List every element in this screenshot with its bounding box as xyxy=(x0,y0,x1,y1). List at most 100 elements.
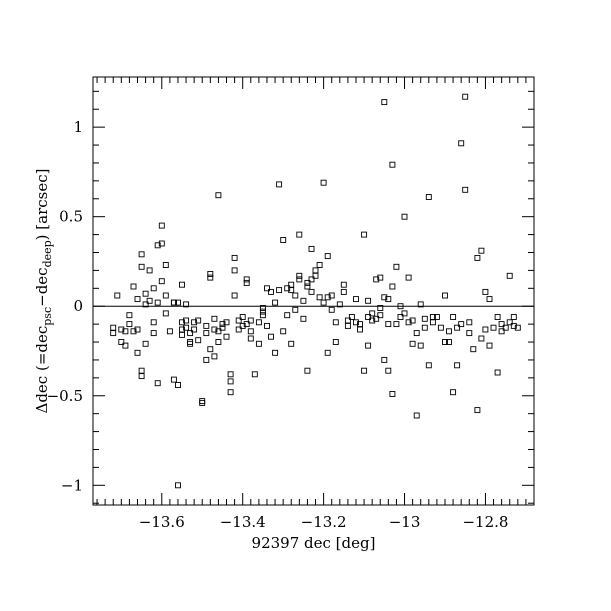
data-point xyxy=(231,254,238,261)
data-point xyxy=(223,333,230,340)
data-point xyxy=(231,292,238,299)
data-point xyxy=(276,181,283,188)
data-point xyxy=(361,231,368,238)
data-point xyxy=(195,317,202,324)
data-point xyxy=(110,324,117,331)
data-point xyxy=(166,328,173,335)
data-point xyxy=(482,326,489,333)
data-point xyxy=(268,333,274,340)
data-point xyxy=(381,294,388,301)
data-point xyxy=(510,322,517,329)
data-point xyxy=(429,319,436,326)
data-point xyxy=(324,253,331,260)
data-point xyxy=(207,274,214,281)
data-point xyxy=(474,407,481,414)
data-point xyxy=(268,288,274,295)
data-point xyxy=(195,337,202,344)
data-point xyxy=(389,391,396,397)
data-point xyxy=(514,324,521,331)
x-tick-label: −13.2 xyxy=(301,513,347,531)
data-point xyxy=(227,389,234,396)
data-point xyxy=(385,296,392,303)
y-tick-label: 0.5 xyxy=(59,208,83,226)
data-point xyxy=(211,315,218,322)
data-point xyxy=(142,340,149,347)
data-point xyxy=(393,321,400,328)
data-points xyxy=(110,93,521,489)
data-point xyxy=(255,319,262,326)
data-point xyxy=(421,324,428,331)
data-point xyxy=(207,346,214,353)
data-point xyxy=(259,312,266,319)
data-point xyxy=(353,296,359,303)
data-point xyxy=(308,276,315,283)
data-point xyxy=(344,322,351,329)
data-point xyxy=(288,281,295,288)
data-point xyxy=(442,292,448,299)
data-point xyxy=(251,371,258,378)
data-point xyxy=(478,247,485,254)
y-tick-label: −1 xyxy=(61,476,83,494)
data-point xyxy=(381,356,388,363)
y-axis-title-sub-psc: psc xyxy=(41,307,54,326)
data-point xyxy=(328,292,335,299)
data-point xyxy=(442,339,448,345)
data-point xyxy=(446,328,452,335)
data-point xyxy=(223,319,230,326)
data-point xyxy=(506,272,513,279)
data-point xyxy=(187,340,194,347)
data-point xyxy=(154,380,161,387)
data-point xyxy=(259,305,266,311)
data-point xyxy=(373,315,380,322)
data-point xyxy=(158,222,165,229)
data-point xyxy=(385,321,392,328)
data-point xyxy=(187,330,194,337)
y-axis-title: Δdec (=decpsc−decdeep) [arcsec] xyxy=(33,168,54,413)
data-point xyxy=(458,140,465,147)
y-axis-title-sub-deep: deep xyxy=(41,240,54,267)
data-point xyxy=(179,319,185,326)
data-point xyxy=(316,262,323,268)
data-point xyxy=(203,356,210,363)
x-tick-label: −13 xyxy=(389,513,421,531)
data-point xyxy=(361,367,368,374)
data-point xyxy=(280,237,287,243)
data-point xyxy=(264,322,270,329)
data-point xyxy=(425,194,432,200)
data-point xyxy=(170,299,177,306)
data-point xyxy=(324,294,331,301)
data-point xyxy=(191,326,198,333)
data-point xyxy=(292,292,299,299)
data-point xyxy=(304,279,311,286)
data-point xyxy=(365,342,372,349)
y-tick-label: 0 xyxy=(73,297,83,315)
data-point xyxy=(179,331,185,338)
data-point xyxy=(413,330,420,337)
data-point xyxy=(385,367,392,374)
data-point xyxy=(183,317,190,324)
data-point xyxy=(450,314,457,320)
data-point xyxy=(300,297,307,304)
data-point xyxy=(353,319,359,326)
data-point xyxy=(437,324,444,331)
data-point xyxy=(247,335,254,342)
data-point xyxy=(162,262,169,268)
data-point xyxy=(510,314,517,320)
data-point xyxy=(409,317,416,324)
data-point xyxy=(304,283,311,290)
data-point xyxy=(332,319,339,326)
data-point xyxy=(235,326,242,333)
data-point xyxy=(138,263,145,270)
data-point xyxy=(446,339,452,345)
plot-frame xyxy=(92,76,535,506)
data-point xyxy=(183,301,190,308)
data-point xyxy=(118,339,125,345)
data-point xyxy=(486,342,493,349)
data-point xyxy=(401,310,408,317)
data-point xyxy=(377,312,384,319)
data-point xyxy=(231,267,238,274)
data-point xyxy=(175,482,181,489)
y-axis-title-mid: −dec xyxy=(33,267,51,306)
data-point xyxy=(150,330,157,337)
